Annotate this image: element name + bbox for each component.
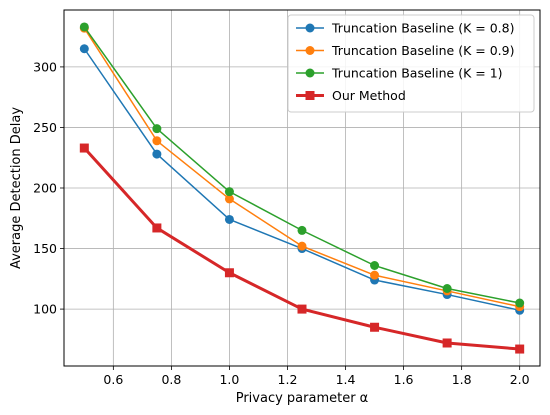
legend-label: Truncation Baseline (K = 0.9)	[331, 43, 514, 58]
legend-item: Truncation Baseline (K = 1)	[296, 66, 503, 81]
y-tick-label: 150	[33, 241, 57, 256]
data-point	[152, 136, 162, 146]
x-axis-label: Privacy parameter α	[236, 391, 369, 406]
legend-marker	[305, 68, 315, 78]
x-tick-label: 1.8	[452, 372, 472, 387]
x-tick-label: 1.6	[394, 372, 414, 387]
y-tick-label: 200	[33, 181, 57, 196]
data-series	[79, 22, 525, 354]
y-tick-label: 300	[33, 59, 57, 74]
data-point	[297, 304, 307, 314]
legend-box	[287, 14, 535, 113]
legend-marker	[305, 46, 315, 55]
data-point	[79, 22, 89, 32]
legend-label: Truncation Baseline (K = 1)	[331, 66, 503, 81]
data-point	[224, 187, 234, 197]
y-tick-label: 100	[33, 302, 57, 317]
y-tick-label: 250	[33, 120, 57, 135]
data-point	[297, 241, 307, 251]
x-tick-label: 0.8	[161, 372, 181, 387]
data-point	[442, 338, 452, 348]
data-point	[79, 44, 89, 54]
y-axis-label: Average Detection Delay	[9, 107, 24, 269]
data-point	[152, 124, 162, 134]
legend-marker	[305, 91, 315, 100]
x-tick-label: 1.4	[336, 372, 356, 387]
legend-marker	[305, 23, 315, 33]
series-group	[79, 22, 525, 308]
series-group	[79, 143, 525, 354]
legend-item: Our Method	[296, 88, 406, 103]
x-tick-label: 1.2	[278, 372, 298, 387]
data-point	[370, 260, 380, 270]
data-point	[152, 223, 162, 233]
data-point	[79, 143, 89, 153]
data-point	[370, 270, 380, 280]
x-tick-label: 1.0	[219, 372, 239, 387]
legend-item: Truncation Baseline (K = 0.9)	[296, 43, 514, 58]
data-point	[152, 149, 162, 159]
legend-label: Truncation Baseline (K = 0.8)	[331, 21, 514, 36]
data-point	[224, 214, 234, 224]
data-point	[224, 194, 234, 204]
x-tick-label: 2.0	[510, 372, 530, 387]
x-tick-label: 0.6	[103, 372, 123, 387]
legend-label: Our Method	[332, 88, 406, 103]
axis-ticks: 0.6 0.8 1.0 1.2 1.4 1.6 1.8 2.0 100 150 200 250 300	[33, 59, 530, 387]
data-point	[297, 225, 307, 235]
data-point	[515, 344, 525, 354]
data-point	[515, 298, 525, 308]
legend-item: Truncation Baseline (K = 0.8)	[296, 21, 514, 36]
data-point	[224, 268, 234, 278]
data-point	[442, 284, 452, 294]
legend: Truncation Baseline (K = 0.8) Truncation …	[287, 14, 535, 113]
data-point	[370, 322, 380, 332]
